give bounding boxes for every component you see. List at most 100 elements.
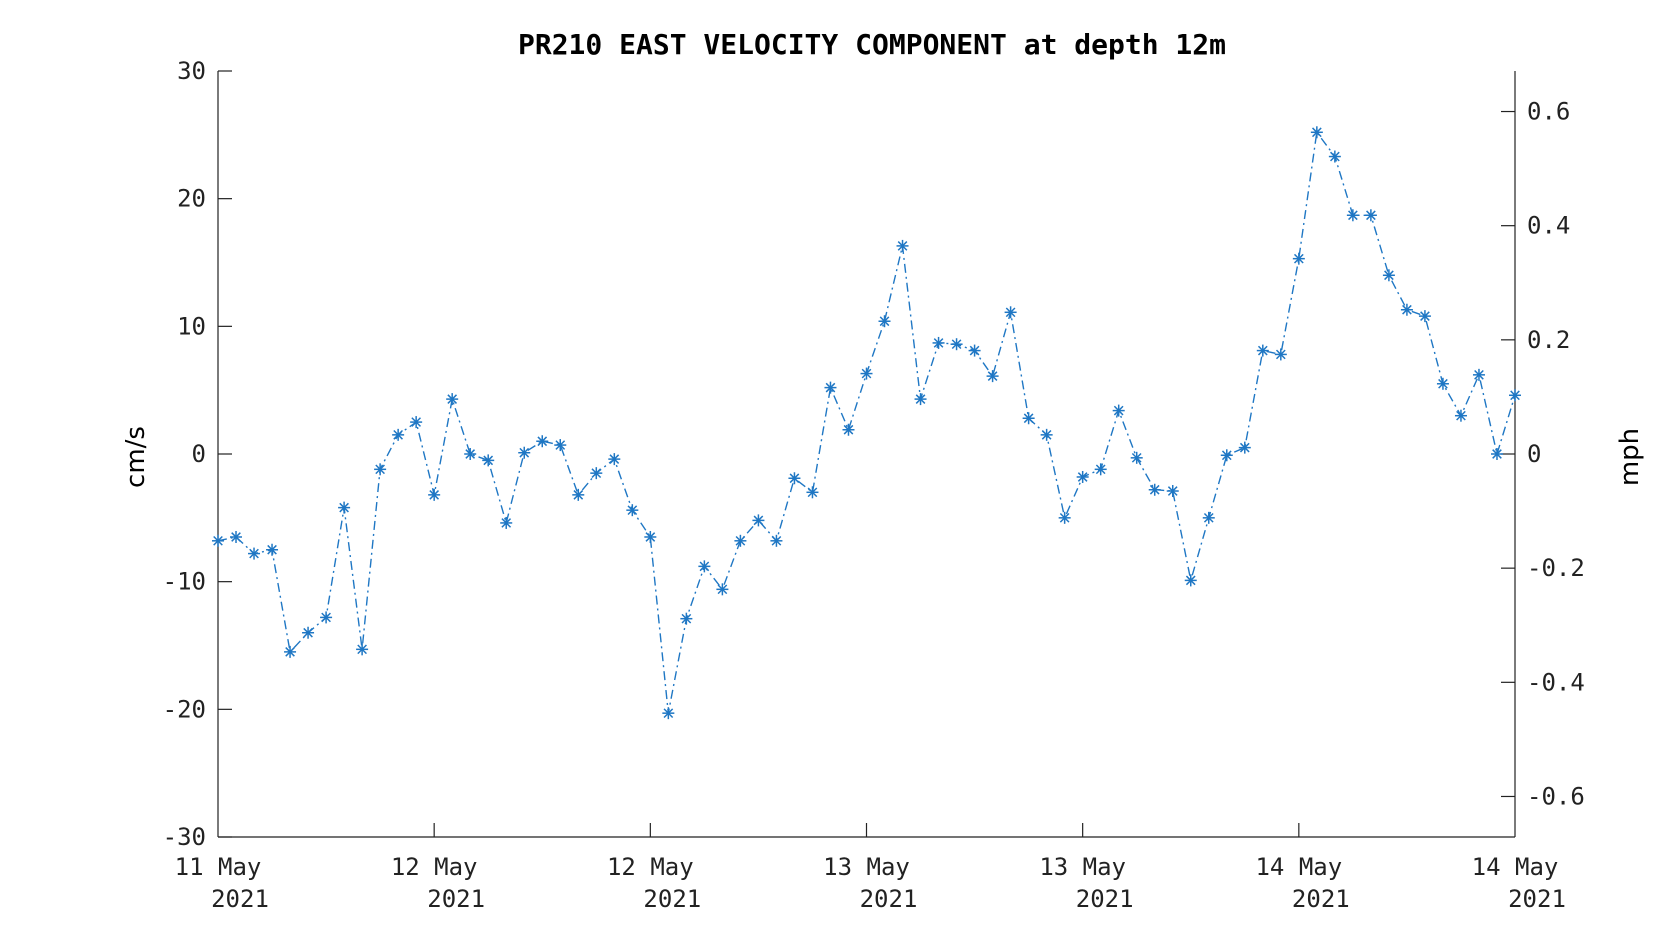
data-point — [1328, 150, 1341, 163]
x-tick-label-year: 2021 — [427, 885, 485, 913]
data-point — [410, 416, 423, 429]
x-tick-label-year: 2021 — [1292, 885, 1350, 913]
x-tick-label-day: 13 May — [823, 853, 910, 881]
data-point — [1382, 269, 1395, 282]
data-point — [608, 453, 621, 466]
data-point — [1148, 483, 1161, 496]
data-point — [338, 501, 351, 514]
data-point — [212, 534, 224, 547]
data-point — [788, 472, 801, 485]
chart-title: PR210 EAST VELOCITY COMPONENT at depth 1… — [518, 28, 1226, 61]
y-axis-label: cm/s — [121, 426, 151, 488]
data-point — [230, 530, 243, 543]
tick-labels: 30 20 10 0 -10 -20 -30 0.6 0.4 0.2 0 -0.2 -0.4 -0.6 11… — [163, 57, 1585, 913]
x-tick-label-year: 2021 — [860, 885, 918, 913]
data-point — [536, 435, 549, 448]
data-point — [374, 463, 387, 476]
data-point — [860, 367, 873, 380]
data-point — [1454, 409, 1467, 422]
data-point — [932, 336, 945, 349]
data-point — [1058, 511, 1071, 524]
data-point — [626, 504, 639, 517]
data-point — [1022, 412, 1035, 425]
data-point — [698, 560, 711, 573]
data-point — [770, 534, 783, 547]
data-point — [1490, 448, 1503, 460]
data-point — [1274, 348, 1287, 361]
data-point — [950, 338, 963, 351]
x-tick-label-day: 14 May — [1472, 853, 1559, 881]
data-point — [320, 611, 333, 624]
data-point — [644, 530, 657, 543]
data-point — [1436, 377, 1449, 390]
data-point — [1238, 441, 1251, 454]
data-point — [878, 315, 891, 328]
x-tick-label-day: 11 May — [175, 853, 262, 881]
data-point — [1509, 389, 1521, 402]
data-point — [1040, 428, 1053, 441]
y2-axis-label: mph — [1615, 428, 1645, 486]
data-point — [1400, 303, 1413, 316]
x-tick-label-year: 2021 — [643, 885, 701, 913]
x-tick-label-day: 12 May — [391, 853, 478, 881]
data-point — [554, 439, 567, 452]
data-point — [752, 514, 765, 527]
data-point — [842, 423, 855, 436]
data-point — [734, 534, 747, 547]
data-point — [284, 645, 297, 658]
y-tick-label: 30 — [177, 57, 206, 85]
x-tick-label-day: 14 May — [1255, 853, 1342, 881]
data-point — [1310, 126, 1323, 139]
data-point — [680, 612, 693, 625]
x-tick-label-day: 13 May — [1039, 853, 1126, 881]
y-tick-label: 0 — [192, 440, 206, 468]
axes — [217, 71, 1516, 838]
data-point — [356, 643, 369, 656]
ticks — [218, 70, 1515, 838]
y2-tick-label: 0.2 — [1527, 326, 1570, 354]
x-tick-label-year: 2021 — [211, 885, 269, 913]
y2-tick-label: 0.4 — [1527, 212, 1570, 240]
data-point — [302, 626, 315, 639]
data-point — [824, 381, 837, 394]
markers — [212, 126, 1521, 720]
y2-tick-label: -0.2 — [1527, 554, 1585, 582]
data-point — [1364, 209, 1377, 222]
data-point — [482, 454, 495, 467]
data-point — [392, 428, 405, 441]
data-point — [968, 344, 981, 357]
data-point — [662, 707, 675, 720]
data-point — [464, 448, 477, 460]
data-point — [590, 467, 603, 480]
y-tick-label: -20 — [163, 695, 206, 723]
data-point — [1202, 511, 1215, 524]
data-point — [986, 370, 999, 383]
data-point — [1256, 344, 1269, 357]
data-point — [518, 446, 531, 459]
data-point — [1004, 306, 1017, 319]
data-point — [1472, 368, 1485, 381]
y2-tick-label: -0.6 — [1527, 782, 1585, 810]
data-point — [248, 547, 261, 560]
data-point — [806, 486, 819, 499]
data-point — [1076, 470, 1089, 483]
data-point — [896, 239, 909, 252]
data-point — [1220, 449, 1233, 462]
y2-tick-label: -0.4 — [1527, 668, 1585, 696]
data-point — [716, 583, 729, 596]
data-point — [1112, 404, 1125, 417]
x-tick-label-year: 2021 — [1076, 885, 1134, 913]
data-point — [1094, 463, 1107, 476]
data-point — [572, 488, 585, 501]
y-tick-label: 10 — [177, 312, 206, 340]
data-point — [1166, 485, 1179, 498]
x-tick-label-year: 2021 — [1508, 885, 1566, 913]
data-point — [428, 488, 441, 501]
data-point — [1184, 574, 1197, 587]
data-point — [1130, 451, 1143, 464]
data-point — [446, 393, 459, 406]
data-point — [500, 516, 513, 529]
y-tick-label: -30 — [163, 823, 206, 851]
data-point — [266, 543, 279, 556]
